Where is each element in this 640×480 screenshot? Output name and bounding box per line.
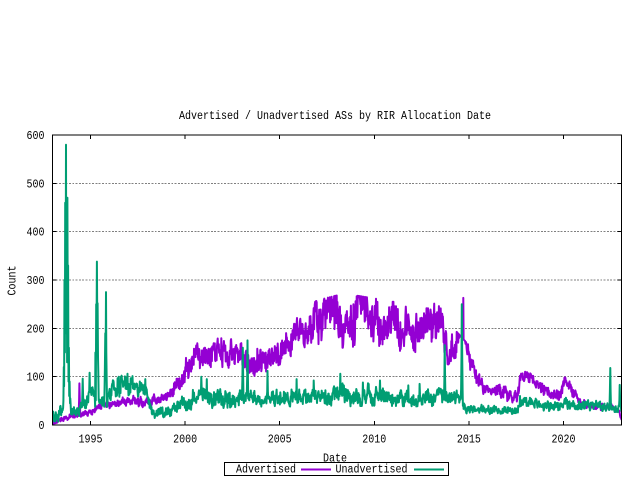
svg-text:0: 0	[39, 420, 45, 433]
svg-text:2015: 2015	[457, 434, 481, 447]
svg-text:2010: 2010	[362, 434, 386, 447]
svg-text:300: 300	[27, 275, 45, 288]
svg-text:400: 400	[27, 227, 45, 240]
svg-text:2020: 2020	[552, 434, 576, 447]
svg-text:Count: Count	[7, 266, 20, 296]
svg-text:Unadvertised: Unadvertised	[336, 464, 408, 477]
svg-text:Advertised: Advertised	[236, 464, 296, 477]
svg-text:100: 100	[27, 372, 45, 385]
svg-text:500: 500	[27, 178, 45, 191]
svg-text:Advertised / Unadvertised ASs: Advertised / Unadvertised ASs by RIR All…	[179, 110, 491, 123]
svg-text:2000: 2000	[173, 434, 197, 447]
svg-text:200: 200	[27, 323, 45, 336]
svg-text:600: 600	[27, 130, 45, 143]
svg-text:2005: 2005	[268, 434, 292, 447]
svg-text:1995: 1995	[79, 434, 103, 447]
